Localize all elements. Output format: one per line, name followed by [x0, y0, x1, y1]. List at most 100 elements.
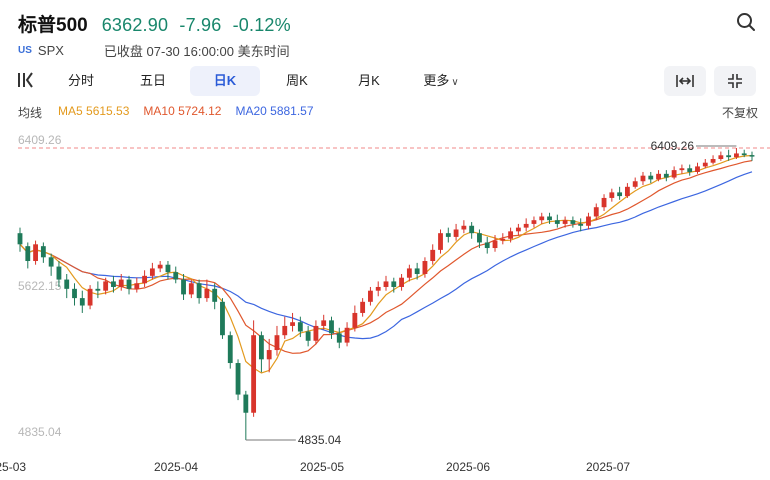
x-axis-label: 2025-05	[300, 460, 344, 474]
price-change-percent: -0.12%	[232, 15, 291, 35]
x-axis-label: 2025-03	[0, 460, 26, 474]
candle-body	[477, 233, 482, 243]
candle-body	[118, 279, 124, 287]
candle-body	[671, 170, 677, 178]
sidebar-toggle-icon	[18, 72, 33, 88]
candle-body	[352, 312, 358, 328]
low-annotation-label: 4835.04	[298, 433, 342, 447]
candle-body	[111, 281, 116, 287]
search-button[interactable]	[734, 10, 758, 34]
x-axis-label: 2025-04	[154, 460, 198, 474]
candle-body	[243, 394, 249, 413]
candle-body	[492, 240, 498, 249]
tab-label: 日K	[213, 73, 237, 88]
fit-width-button[interactable]	[664, 66, 706, 96]
candle-body	[624, 186, 630, 197]
price-line: 6362.90 -7.96 -0.12%	[102, 15, 297, 36]
candle-body	[391, 281, 397, 287]
tab-4[interactable]: 月K	[334, 66, 404, 96]
candle-body	[399, 277, 404, 287]
candle-body	[648, 175, 654, 180]
candle-body	[17, 233, 23, 245]
candle-body	[103, 281, 109, 291]
candle-body	[274, 335, 280, 351]
tab-3[interactable]: 周K	[262, 66, 332, 96]
candle-body	[227, 335, 233, 364]
candle-body	[134, 283, 140, 289]
candle-body	[212, 288, 218, 302]
market-status: 已收盘 07-30 16:00:00 美东时间	[103, 44, 290, 59]
period-tabs: 分时 五日 日K 周K 月K 更多 ∨	[46, 66, 478, 96]
candle-body	[360, 301, 366, 313]
candle-body	[601, 197, 607, 208]
candle-body	[157, 264, 163, 269]
last-price: 6362.90	[101, 15, 169, 35]
ma10-line	[19, 160, 753, 354]
candle-body	[149, 268, 155, 276]
y-axis-label: 6409.26	[18, 133, 62, 147]
candle-body	[173, 272, 179, 280]
candle-body	[329, 320, 334, 334]
ma20-value: MA20 5881.57	[235, 104, 314, 118]
candle-body	[344, 327, 350, 343]
candle-body	[181, 279, 186, 295]
tab-label: 月K	[358, 73, 380, 88]
fit-width-icon	[676, 75, 694, 87]
price-adjust-toggle[interactable]: 不复权	[721, 106, 758, 120]
candle-body	[484, 242, 490, 249]
y-axis-label: 5622.15	[18, 279, 62, 293]
candlestick-chart[interactable]: 6409.26 5622.15 4835.04 6409.26 4835.04 2025-…	[0, 124, 770, 480]
candle-body	[578, 223, 584, 226]
search-icon	[737, 13, 755, 31]
candle-body	[570, 220, 576, 224]
candle-body	[734, 153, 739, 158]
candle-body	[220, 301, 225, 336]
candle-body	[126, 279, 132, 289]
candle-body	[702, 162, 708, 167]
sidebar-toggle-button[interactable]	[16, 70, 36, 90]
candle-body	[196, 283, 202, 299]
candle-body	[165, 264, 171, 273]
candle-body	[33, 244, 38, 262]
moving-average-legend: 均线 MA5 5615.53 MA10 5724.12 MA20 5881.57…	[18, 104, 758, 120]
candle-body	[430, 249, 436, 262]
ma5-value: MA5 5615.53	[58, 104, 130, 118]
tab-0[interactable]: 分时	[46, 66, 116, 96]
candle-body	[235, 363, 241, 395]
candle-body	[523, 223, 529, 228]
candle-body	[461, 225, 467, 230]
ma10-value: MA10 5724.12	[143, 104, 222, 118]
candle-body	[282, 325, 288, 336]
candle-body	[656, 173, 661, 180]
x-axis-label: 2025-06	[446, 460, 490, 474]
chart-toolbar: 分时 五日 日K 周K 月K 更多 ∨	[0, 64, 770, 98]
candle-body	[422, 261, 428, 274]
candle-body	[718, 155, 724, 159]
candle-body	[469, 225, 475, 234]
tab-2[interactable]: 日K	[190, 66, 260, 96]
candle-body	[445, 233, 451, 237]
candle-body	[562, 220, 568, 224]
tab-5[interactable]: 更多 ∨	[406, 66, 476, 96]
candle-body	[609, 192, 615, 198]
candle-body	[142, 275, 148, 284]
candle-body	[438, 233, 443, 250]
candle-body	[251, 335, 257, 413]
candle-body	[679, 168, 685, 171]
candle-body	[383, 281, 389, 287]
stock-name: 标普500	[18, 15, 88, 36]
collapse-button[interactable]	[714, 66, 756, 96]
tab-label: 五日	[139, 73, 166, 88]
candle-body	[64, 279, 70, 289]
candle-body	[79, 298, 85, 306]
x-axis-label: 2025-07	[586, 460, 630, 474]
candle-body	[632, 181, 638, 187]
candle-body	[406, 268, 412, 278]
candle-body	[336, 333, 342, 343]
candle-body	[586, 216, 591, 226]
candle-body	[258, 335, 264, 360]
candle-body	[500, 238, 506, 241]
collapse-icon	[728, 74, 742, 88]
tab-label: 更多	[423, 73, 450, 88]
tab-1[interactable]: 五日	[118, 66, 188, 96]
